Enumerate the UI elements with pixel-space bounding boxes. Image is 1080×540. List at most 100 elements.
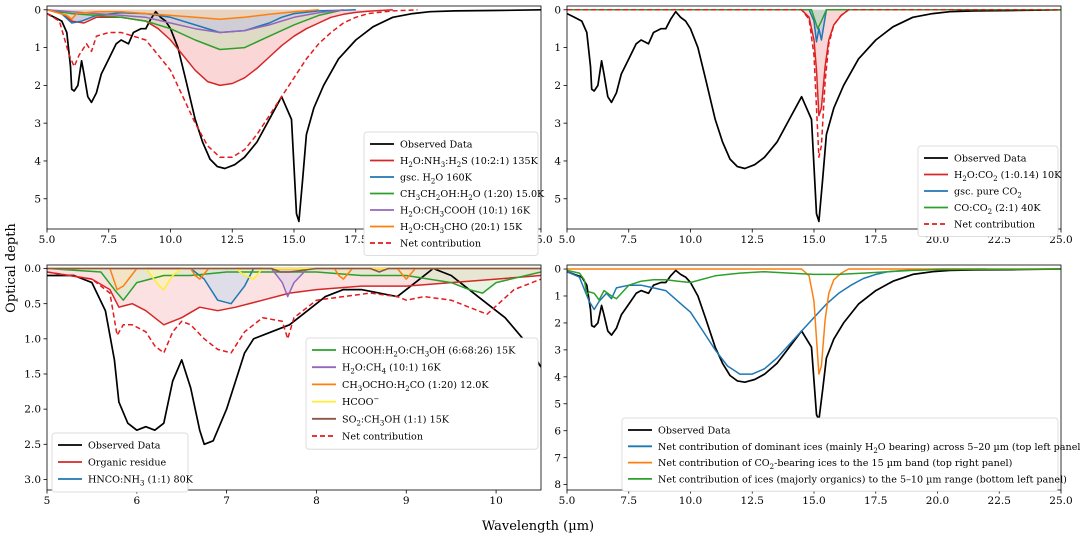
y-tick-label: 0: [554, 4, 561, 16]
series-line-3: [47, 267, 541, 301]
legend-label: Net contribution: [342, 432, 423, 443]
panel-frame: [46, 264, 542, 491]
x-tick-label: 17.5: [864, 234, 887, 246]
series-line-1: [47, 271, 541, 326]
series-fill-5: [47, 9, 319, 20]
legend-label: Net contribution of ices (majorly organi…: [658, 474, 1067, 485]
series-line-3: [567, 9, 1061, 30]
legend-label: Net contribution: [954, 220, 1035, 231]
series-line-5: [47, 9, 319, 20]
x-tick-label: 15.0: [802, 234, 825, 246]
y-tick-label: 1: [34, 42, 41, 54]
legend-label: CH3OCHO:H2CO (1:20) 12.0K: [342, 380, 489, 393]
legend-label: Observed Data: [88, 441, 161, 452]
x-tick-label: 20.0: [926, 495, 949, 507]
figure-ylabel: Optical depth: [4, 223, 19, 313]
legend-label: HCOOH:H2O:CH3OH (6:68:26) 15K: [342, 346, 516, 359]
y-tick-label: 6: [554, 425, 561, 437]
y-tick-label: 3: [34, 118, 41, 130]
legend-box: [621, 417, 1059, 492]
x-tick-label: 8: [313, 495, 320, 507]
panel-bottom-left: 5 6 7 8 9 10 0.0 0.5 1.0 1.5 2.0 2.5 3.0 Observed Dat…: [24, 263, 542, 507]
x-tick-label: 10.0: [679, 234, 702, 246]
y-tick-label: 2: [34, 80, 41, 92]
panel-top-right: 5.0 7.5 10.0 12.5 15.0 17.5 20.0 22.5 25.0 0 1 2 3 4 5…: [554, 4, 1072, 246]
legend-label: gsc. H2O 160K: [400, 173, 473, 186]
y-tick-label: 3.0: [24, 474, 41, 486]
series-fill-3: [567, 9, 1061, 29]
x-tick-label: 12.5: [741, 234, 764, 246]
x-tick-label: 15.0: [282, 234, 305, 246]
series-line-8: [47, 271, 541, 354]
legend: Observed Data H2O:CO2 (1:0.14) 10K gsc. pu…: [917, 145, 1062, 237]
y-tick-label: 0: [34, 4, 41, 16]
y-tick-label: 7: [554, 452, 561, 464]
x-tick-label: 9: [403, 495, 410, 507]
x-tick-label: 7.5: [620, 495, 637, 507]
plot-area: [47, 8, 541, 223]
legend-label: H2O:CH3COOH (10:1) 16K: [400, 206, 531, 219]
y-tick-label: 5: [34, 193, 41, 205]
y-tick-label: 2.0: [24, 404, 41, 416]
legend-label: HCOO−: [342, 395, 379, 408]
legend-label: gsc. pure CO2: [954, 187, 1022, 200]
legend-label: Net contribution of CO2-bearing ices to …: [658, 458, 1012, 471]
series-line-0: [567, 268, 1061, 421]
series-line-2: [47, 9, 356, 34]
legend-label: H2O:CH4 (10:1) 16K: [342, 363, 441, 376]
y-tick-label: 1.0: [24, 333, 41, 345]
plot-area: [567, 8, 1061, 223]
x-tick-label: 7: [223, 495, 230, 507]
legend-label: H2O:CO2 (1:0.14) 10K: [954, 170, 1062, 183]
y-tick-label: 5: [554, 193, 561, 205]
x-tick-label: 25.0: [1049, 234, 1072, 246]
x-tick-label: 5: [44, 495, 51, 507]
legend-label: Observed Data: [658, 426, 731, 437]
y-tick-label: 2.5: [24, 439, 41, 451]
y-tick-label: 5: [554, 398, 561, 410]
series-line-0: [567, 8, 1061, 223]
series-fill-1: [567, 9, 1061, 116]
series-line-7: [47, 267, 541, 273]
legend-label: Observed Data: [954, 154, 1027, 165]
x-tick-label: 5.0: [559, 234, 576, 246]
y-tick-label: 4: [34, 156, 41, 168]
series-line-2: [567, 9, 1061, 43]
panel-bottom-right: 5.0 7.5 10.0 12.5 15.0 17.5 20.0 22.5 25.0 0 1 2 3 4 5…: [554, 264, 1080, 507]
y-tick-label: 3: [554, 344, 561, 356]
y-tick-label: 3: [554, 118, 561, 130]
x-tick-label: 7.5: [100, 234, 117, 246]
legend: Observed Data Organic residue HNCO:NH3 (1:…: [51, 337, 539, 493]
x-tick-label: 12.5: [221, 234, 244, 246]
legend-label: H2O:CH3CHO (20:1) 15K: [400, 222, 523, 235]
x-tick-label: 15.0: [802, 495, 825, 507]
x-tick-label: 22.5: [988, 234, 1011, 246]
x-tick-label: 22.5: [988, 495, 1011, 507]
x-tick-label: 5.0: [39, 234, 56, 246]
legend: Observed Data H2O:NH3:H2S (10:2:1) 135K gs…: [363, 131, 545, 256]
x-tick-label: 10.0: [159, 234, 182, 246]
y-tick-label: 1.5: [24, 369, 41, 381]
legend-box: [305, 337, 539, 450]
legend-box: [51, 432, 189, 493]
y-tick-label: 0: [554, 264, 561, 276]
series-line-0: [47, 8, 541, 223]
legend-label: Net contribution of dominant ices (mainl…: [658, 442, 1080, 455]
legend-label: CO:CO2 (2:1) 40K: [954, 203, 1041, 216]
series-line-3: [567, 268, 1061, 301]
x-tick-label: 6: [133, 495, 140, 507]
legend-label: H2O:NH3:H2S (10:2:1) 135K: [400, 156, 539, 169]
series-fill-6: [47, 268, 541, 290]
legend-box: [917, 145, 1059, 237]
y-tick-label: 4: [554, 371, 561, 383]
panel-top-left: 5.07.510.012.515.017.520.022.525.0012345…: [34, 4, 553, 256]
series-line-4: [567, 9, 1061, 158]
x-tick-label: 10.0: [679, 495, 702, 507]
x-tick-label: 12.5: [741, 495, 764, 507]
x-tick-label: 5.0: [559, 495, 576, 507]
legend-label: Net contribution: [400, 239, 481, 250]
x-tick-label: 17.5: [344, 234, 367, 246]
legend-label: HNCO:NH3 (1:1) 80K: [88, 475, 194, 488]
x-tick-label: 17.5: [864, 495, 887, 507]
